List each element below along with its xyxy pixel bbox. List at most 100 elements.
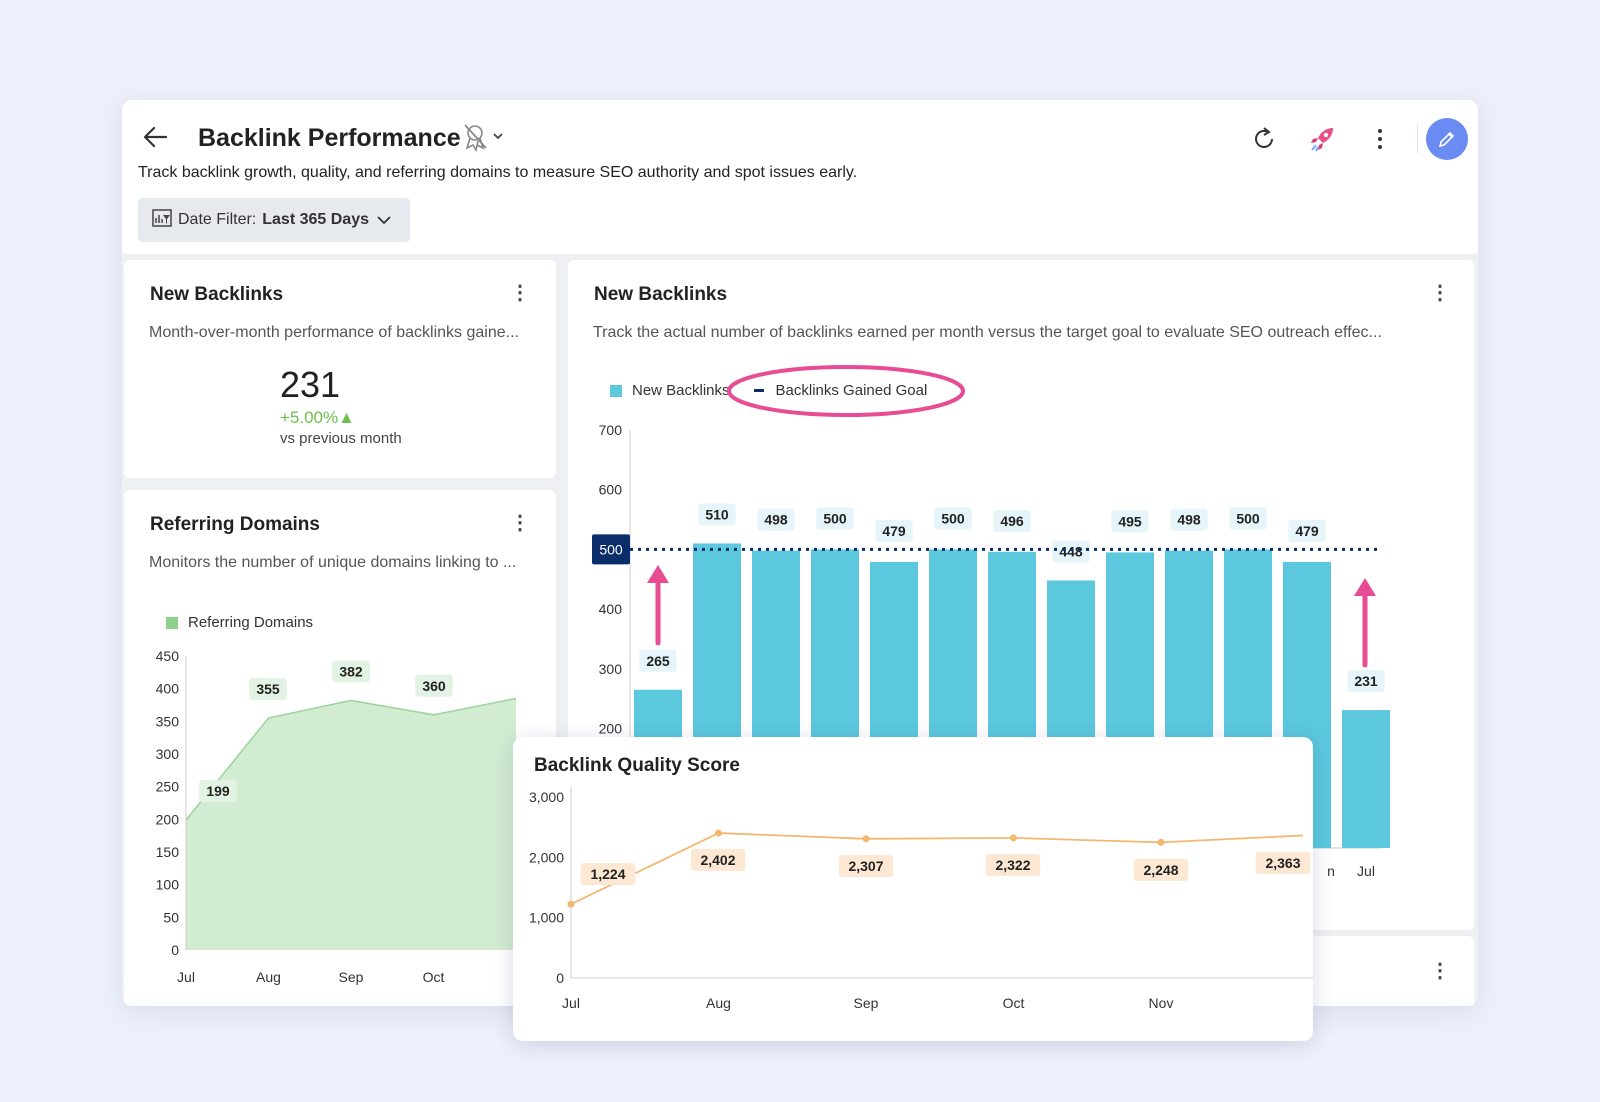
x-tick-label: Jul (562, 995, 580, 1011)
bar-data-label: 498 (764, 512, 788, 528)
bar-data-label: 510 (705, 506, 729, 522)
y-tick-label: 250 (156, 779, 180, 795)
kpi-compare-label: vs previous month (280, 430, 402, 447)
more-vertical-icon[interactable] (1351, 119, 1409, 159)
bar-data-label: 500 (1236, 510, 1260, 526)
bar-data-label: 265 (646, 653, 670, 669)
pencil-icon (1438, 131, 1455, 148)
x-tick-label: Oct (1003, 995, 1025, 1011)
quality-data-label: 2,402 (700, 852, 735, 868)
bar-data-label: 498 (1177, 512, 1201, 528)
x-tick-label: Jul (177, 969, 195, 985)
goal-label: 500 (599, 541, 623, 557)
y-tick-label: 700 (599, 422, 623, 438)
backlink-quality-card: Backlink Quality Score 3,000 2,000 1,000 0 J… (513, 737, 1313, 1041)
y-tick-label: 100 (156, 877, 180, 893)
y-tick-label: 0 (171, 942, 179, 958)
y-tick-label: 400 (599, 601, 623, 617)
y-tick-label: 350 (156, 713, 180, 729)
bar-data-label: 495 (1118, 513, 1142, 529)
date-filter-button[interactable]: Date Filter: Last 365 Days (138, 198, 410, 242)
card-title: New Backlinks (150, 284, 284, 305)
legend-swatch (610, 384, 622, 397)
bar-data-label-bg (1347, 670, 1385, 693)
quality-point (715, 829, 722, 837)
quality-point (567, 900, 575, 908)
page-subtitle: Track backlink growth, quality, and refe… (138, 164, 858, 181)
legend-swatch (166, 616, 178, 629)
y-tick-label: 150 (156, 844, 180, 860)
edit-button[interactable] (1426, 118, 1468, 160)
bar-data-label: 500 (823, 510, 847, 526)
area-data-label: 199 (206, 783, 230, 799)
chart-legend: New Backlinks Backlinks Gained Goal (610, 382, 927, 399)
header-toolbar (1235, 118, 1468, 160)
legend-label-goal[interactable]: Backlinks Gained Goal (775, 382, 928, 399)
quality-data-label-bg (690, 849, 746, 871)
x-tick-label: Sep (854, 995, 879, 1011)
toolbar-divider (1417, 125, 1418, 153)
bar-data-label-bg (1288, 519, 1326, 542)
legend-label-bars[interactable]: New Backlinks (632, 382, 730, 399)
x-tick-label: Sep (339, 969, 364, 985)
quality-line (570, 832, 1304, 905)
bar-data-label-bg (875, 519, 913, 542)
quality-point (1157, 838, 1165, 846)
area-data-label: 360 (422, 678, 446, 694)
x-tick-label: Nov (1149, 995, 1174, 1011)
backlink-quality-line-chart: 3,000 2,000 1,000 0 Jul Aug Sep Oct Nov 1,224 2,40… (529, 787, 1313, 1011)
x-tick-label: Jul (1357, 863, 1375, 879)
quality-data-label-bg (985, 854, 1041, 876)
annotation-ellipse (727, 365, 965, 417)
bar-data-label-bg (1170, 508, 1208, 531)
bar-data-label-bg (1111, 510, 1149, 533)
back-arrow-icon[interactable] (140, 122, 170, 152)
bar-data-label: 500 (941, 510, 965, 526)
more-vertical-icon[interactable]: ⋮ (510, 282, 530, 304)
more-vertical-icon[interactable]: ⋮ (510, 512, 530, 534)
chart-legend: Referring Domains (166, 614, 313, 631)
hidden-card: ⋮ (1308, 936, 1474, 1006)
legend-label: Referring Domains (188, 614, 314, 631)
y-tick-label: 600 (599, 482, 623, 498)
card-description: Month-over-month performance of backlink… (149, 324, 519, 341)
bar-data-label: 479 (882, 523, 906, 539)
x-tick-label: Aug (706, 995, 731, 1011)
area-line (185, 697, 517, 821)
quality-data-label-bg (580, 863, 636, 885)
area-fill (186, 698, 516, 950)
more-vertical-icon[interactable]: ⋮ (1430, 960, 1450, 982)
area-data-label-bg (199, 779, 237, 802)
y-tick-label: 50 (163, 909, 179, 925)
y-tick-label: 0 (556, 970, 564, 986)
x-tick-label: Oct (423, 969, 445, 985)
quality-data-label-bg (1133, 859, 1189, 881)
area-data-label-bg (415, 674, 453, 697)
y-tick-label: 3,000 (529, 789, 564, 805)
bar (1342, 710, 1390, 848)
quality-data-label: 2,322 (995, 857, 1030, 873)
bar-data-label: 448 (1059, 543, 1083, 559)
more-vertical-icon[interactable]: ⋮ (1430, 282, 1450, 304)
bar-data-label: 231 (1354, 673, 1378, 689)
referring-domains-card: Referring Domains ⋮ Monitors the number … (124, 490, 556, 1006)
y-tick-label: 1,000 (529, 910, 564, 926)
y-tick-label: 450 (156, 648, 180, 664)
bar-data-label: 496 (1000, 513, 1024, 529)
legend-swatch-goal (753, 389, 764, 392)
y-tick-label: 200 (599, 721, 623, 737)
bar-data-label-bg (698, 503, 736, 526)
quality-data-label: 2,307 (848, 858, 883, 874)
annotation-arrow-head (647, 565, 669, 583)
refresh-icon[interactable] (1235, 119, 1293, 159)
award-icon[interactable] (462, 122, 510, 153)
y-tick-label: 300 (599, 661, 623, 677)
rocket-icon[interactable] (1293, 119, 1351, 159)
quality-data-label: 2,248 (1143, 862, 1178, 878)
bar-data-label-bg (934, 507, 972, 530)
kpi-delta: +5.00%▲ (280, 408, 355, 427)
kpi-value: 231 (280, 364, 341, 405)
quality-data-label: 1,224 (590, 866, 625, 882)
area-data-label: 382 (339, 663, 363, 679)
y-tick-label: 300 (156, 746, 180, 762)
